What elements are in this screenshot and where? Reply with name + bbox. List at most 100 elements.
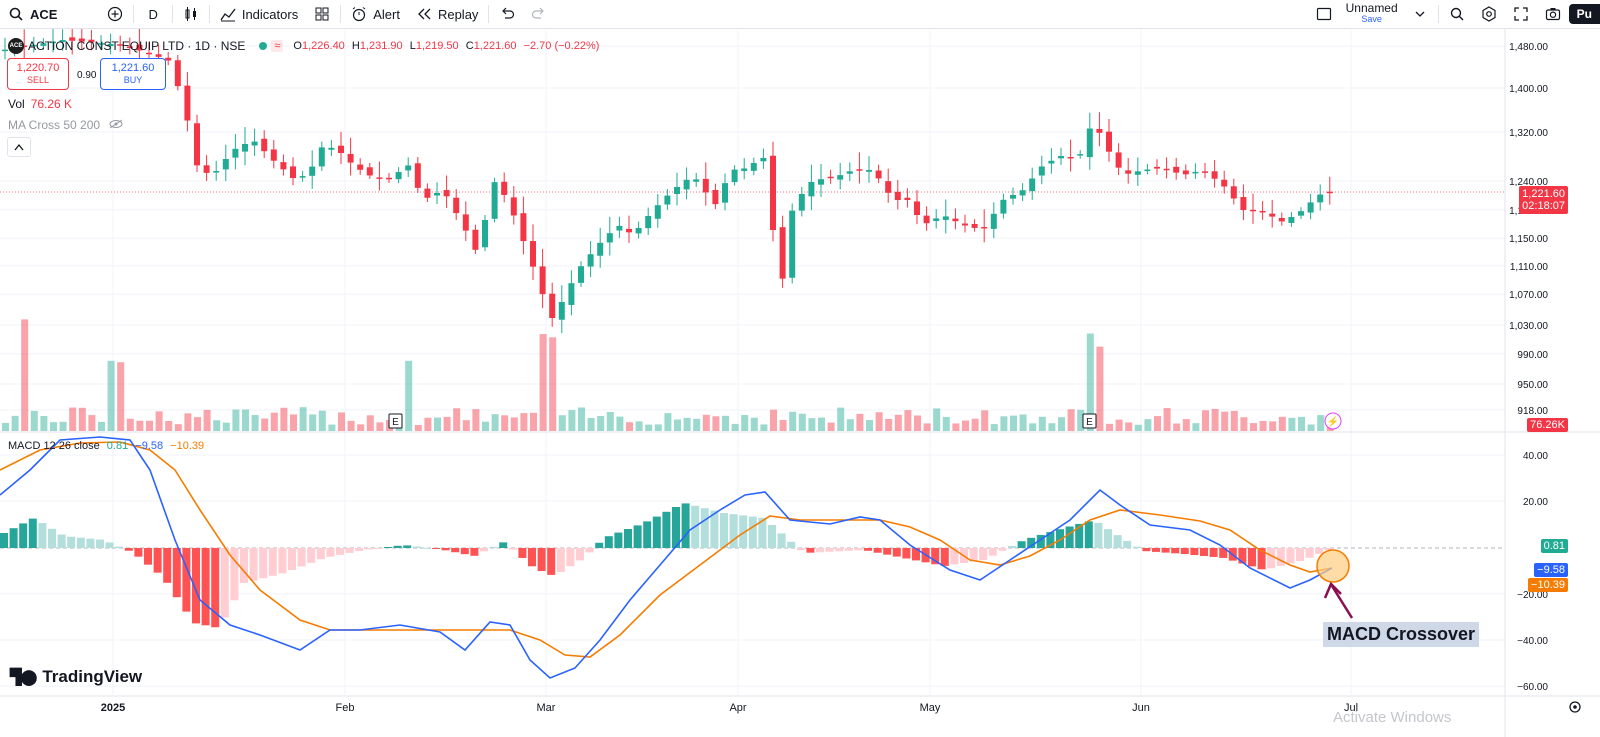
symbol-label: ACE [30, 6, 58, 22]
macd-histogram-bar [268, 548, 277, 576]
redo-button[interactable] [523, 0, 555, 28]
volume-legend[interactable]: Vol 76.26 K [8, 97, 73, 111]
tradingview-logo[interactable]: ▜⬤ TradingView [10, 667, 143, 686]
price-axis-label: 918.00 [1517, 406, 1548, 417]
volume-bar [530, 412, 537, 431]
search-icon [1450, 7, 1464, 21]
replay-button[interactable]: Replay [408, 0, 486, 28]
macd-histogram-bar [614, 532, 623, 548]
time-axis-label: Apr [729, 702, 746, 714]
macd-histogram-bar [355, 548, 364, 551]
candle-body [40, 43, 47, 46]
chart-canvas[interactable]: EE⚡ 1,480.001,400.001,320.001,240.001,19… [0, 29, 1600, 737]
collapse-legend-button[interactable] [7, 137, 31, 157]
buy-label: BUY [123, 75, 143, 85]
macd-histogram-bar [1315, 548, 1324, 554]
snapshot-button[interactable] [1537, 0, 1569, 28]
layout-toggle[interactable] [1308, 0, 1340, 28]
macd-legend[interactable]: MACD 12 26 close 0.81 −9.58 −10.39 [8, 440, 205, 452]
compare-button[interactable] [99, 0, 131, 28]
undo-icon [502, 7, 515, 19]
volume-bar [741, 415, 749, 431]
price-candles [2, 29, 1333, 334]
volume-bar [558, 415, 566, 431]
volume-bar [30, 410, 38, 431]
macd-histogram-bar [38, 523, 47, 548]
candle-body [702, 178, 709, 193]
undo-button[interactable] [491, 0, 523, 28]
volume-bar [597, 415, 605, 431]
earnings-marker-label: E [392, 417, 399, 428]
volume-bar [1000, 416, 1008, 431]
macd-histogram-bar [988, 548, 997, 556]
macd-axis-label: 20.00 [1523, 497, 1548, 508]
price-axis-label: 1,030.00 [1509, 321, 1548, 332]
candle-body [50, 41, 56, 44]
macd-histogram-bar [1305, 548, 1314, 558]
macd-histogram-bar [1094, 522, 1103, 548]
volume-bar [290, 414, 297, 431]
candle-body [712, 189, 719, 205]
macd-histogram-bar [864, 548, 872, 551]
macd-histogram-bar [729, 514, 738, 548]
volume-bar [1163, 408, 1171, 431]
candle-body [568, 283, 575, 305]
macd-hist-value: 0.81 [106, 440, 129, 452]
interval-button[interactable]: D [136, 0, 169, 28]
macd-histogram-bar [278, 548, 287, 574]
buy-price: 1,221.60 [111, 62, 155, 74]
symbol-logo: ACE [8, 38, 24, 54]
quick-search-button[interactable] [1441, 0, 1473, 28]
settings-button[interactable] [1473, 0, 1505, 28]
candle-body [1269, 213, 1276, 217]
templates-button[interactable] [306, 0, 338, 28]
macd-histogram-bar [566, 548, 575, 567]
volume-bar [1202, 410, 1209, 431]
candle-body [194, 123, 200, 166]
volume-bar [722, 415, 729, 431]
macd-histogram-bar [643, 521, 652, 548]
publish-button[interactable]: Pu [1568, 4, 1600, 24]
ma-cross-legend[interactable]: MA Cross 50 200 [8, 118, 123, 132]
candle-body [30, 44, 37, 47]
macd-histogram-bar [624, 529, 632, 548]
volume-bar [731, 423, 739, 431]
volume-bar [683, 417, 691, 431]
candle-body [914, 201, 920, 215]
chart-settings-gear[interactable] [1568, 700, 1582, 717]
buy-button[interactable]: 1,221.60 BUY [100, 58, 166, 90]
grid-icon [315, 7, 329, 21]
layout-name-button[interactable]: Unnamed Save [1340, 2, 1404, 25]
volume-bar [875, 412, 883, 431]
time-axis-label: 2025 [101, 702, 125, 714]
sell-button[interactable]: 1,220.70 SELL [7, 58, 69, 90]
chart-type-button[interactable] [175, 0, 207, 28]
candle-body [88, 39, 95, 43]
layout-menu[interactable] [1404, 0, 1436, 28]
macd-axis-label: 40.00 [1523, 451, 1548, 462]
price-axis-label: 1,240.00 [1509, 177, 1548, 188]
volume-bar [1115, 419, 1123, 431]
macd-histogram-bar [1219, 548, 1228, 558]
macd-histogram-bar [1113, 535, 1122, 548]
symbol-name[interactable]: ACTION CONST EQUIP LTD · 1D · NSE [28, 39, 246, 53]
macd-histogram-bar [700, 508, 709, 548]
macd-histogram-bar [374, 548, 383, 549]
macd-histogram-bar [1104, 529, 1112, 548]
candle-body [213, 171, 220, 173]
symbol-search[interactable]: ACE [0, 0, 65, 28]
volume-bar [453, 408, 461, 431]
candle-body [587, 254, 594, 267]
volume-bar [1288, 417, 1296, 431]
eye-hidden-icon[interactable] [109, 119, 123, 129]
alert-button[interactable]: Alert [343, 0, 408, 28]
fullscreen-button[interactable] [1505, 0, 1537, 28]
volume-bar [664, 413, 672, 431]
price-axis-label: 1,150.00 [1509, 234, 1548, 245]
gear-icon [1482, 6, 1496, 22]
volume-bar [798, 413, 806, 431]
candle-body [357, 164, 364, 170]
volume-bar [1278, 416, 1286, 431]
indicators-button[interactable]: Indicators [212, 0, 306, 28]
volume-bar [942, 416, 950, 431]
